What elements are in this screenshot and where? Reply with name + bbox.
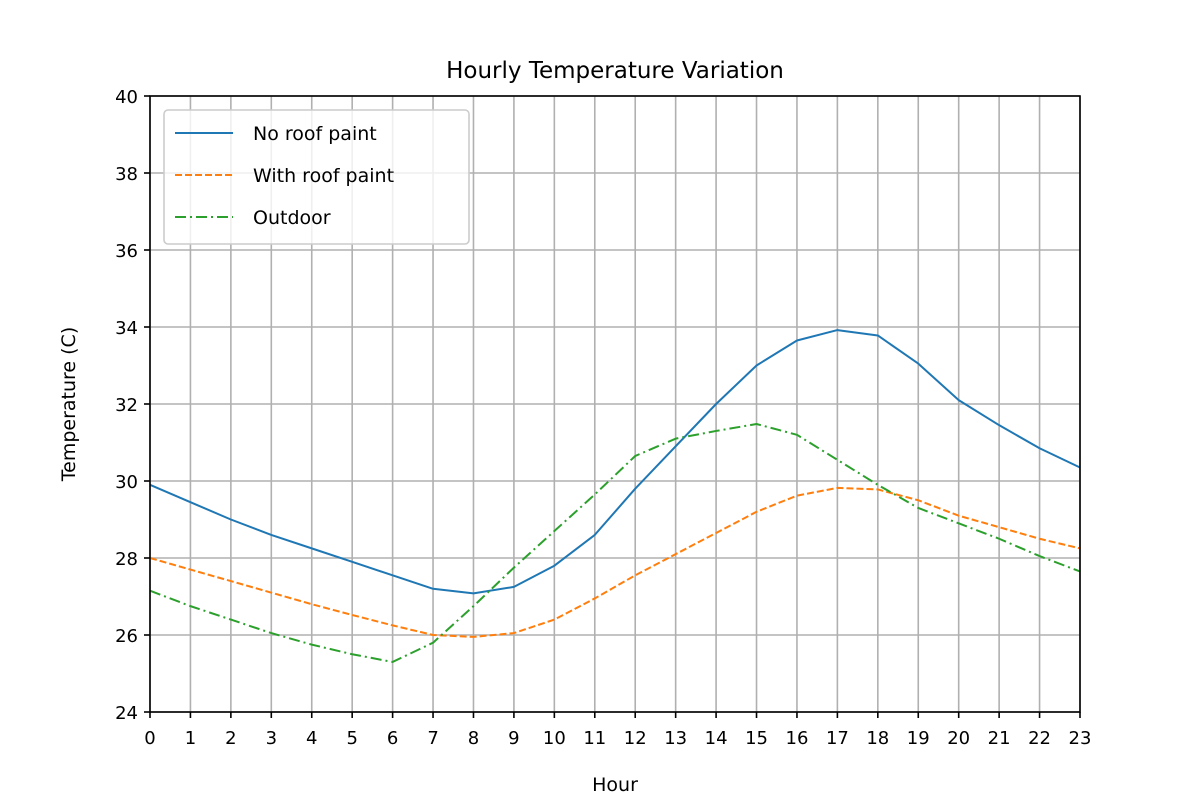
x-tick-label: 20 <box>947 728 970 749</box>
series-line <box>149 486 1081 638</box>
x-tick-label: 4 <box>306 728 317 749</box>
x-tick-label: 0 <box>144 728 155 749</box>
x-tick-label: 11 <box>583 728 606 749</box>
y-tick-label: 26 <box>115 626 138 647</box>
x-tick-label: 15 <box>745 728 768 749</box>
x-tick-label: 17 <box>826 728 849 749</box>
x-tick-label: 7 <box>427 728 438 749</box>
series-lines <box>149 329 1081 663</box>
y-tick-label: 40 <box>115 87 138 108</box>
x-tick-label: 14 <box>705 728 728 749</box>
x-tick-label: 9 <box>508 728 519 749</box>
y-tick-label: 28 <box>115 549 138 570</box>
x-tick-label: 1 <box>185 728 196 749</box>
x-tick-label: 6 <box>387 728 398 749</box>
y-tick-label: 36 <box>115 241 138 262</box>
legend-box <box>163 109 470 245</box>
legend-label: Outdoor <box>253 207 331 229</box>
legend-label: No roof paint <box>253 123 377 145</box>
y-tick-label: 34 <box>115 318 138 339</box>
chart-title: Hourly Temperature Variation <box>446 58 784 84</box>
y-tick-label: 30 <box>115 472 138 493</box>
y-tick-label: 38 <box>115 164 138 185</box>
x-tick-label: 12 <box>624 728 647 749</box>
x-tick-label: 10 <box>543 728 566 749</box>
x-axis-label: Hour <box>592 774 638 796</box>
y-tick-label: 32 <box>115 395 138 416</box>
series-line <box>149 329 1081 595</box>
series-line <box>149 423 1081 663</box>
y-axis-label: Temperature (C) <box>58 327 80 483</box>
x-tick-label: 19 <box>907 728 930 749</box>
x-tick-label: 8 <box>468 728 479 749</box>
x-tick-label: 3 <box>266 728 277 749</box>
axis-ticks: 0 1 2 3 4 5 6 7 8 9 10 11 12 13 14 15 16 17 18 19 20 21 22 2324… <box>115 87 1091 749</box>
x-tick-label: 2 <box>225 728 236 749</box>
x-tick-label: 13 <box>664 728 687 749</box>
x-tick-label: 18 <box>866 728 889 749</box>
legend-label: With roof paint <box>253 165 394 187</box>
x-tick-label: 16 <box>786 728 809 749</box>
y-tick-label: 24 <box>115 703 138 724</box>
x-tick-label: 22 <box>1028 728 1051 749</box>
legend: No roof paint With roof paint Outdoor <box>163 109 470 245</box>
x-tick-label: 5 <box>346 728 357 749</box>
x-tick-label: 21 <box>988 728 1011 749</box>
x-tick-label: 23 <box>1069 728 1092 749</box>
